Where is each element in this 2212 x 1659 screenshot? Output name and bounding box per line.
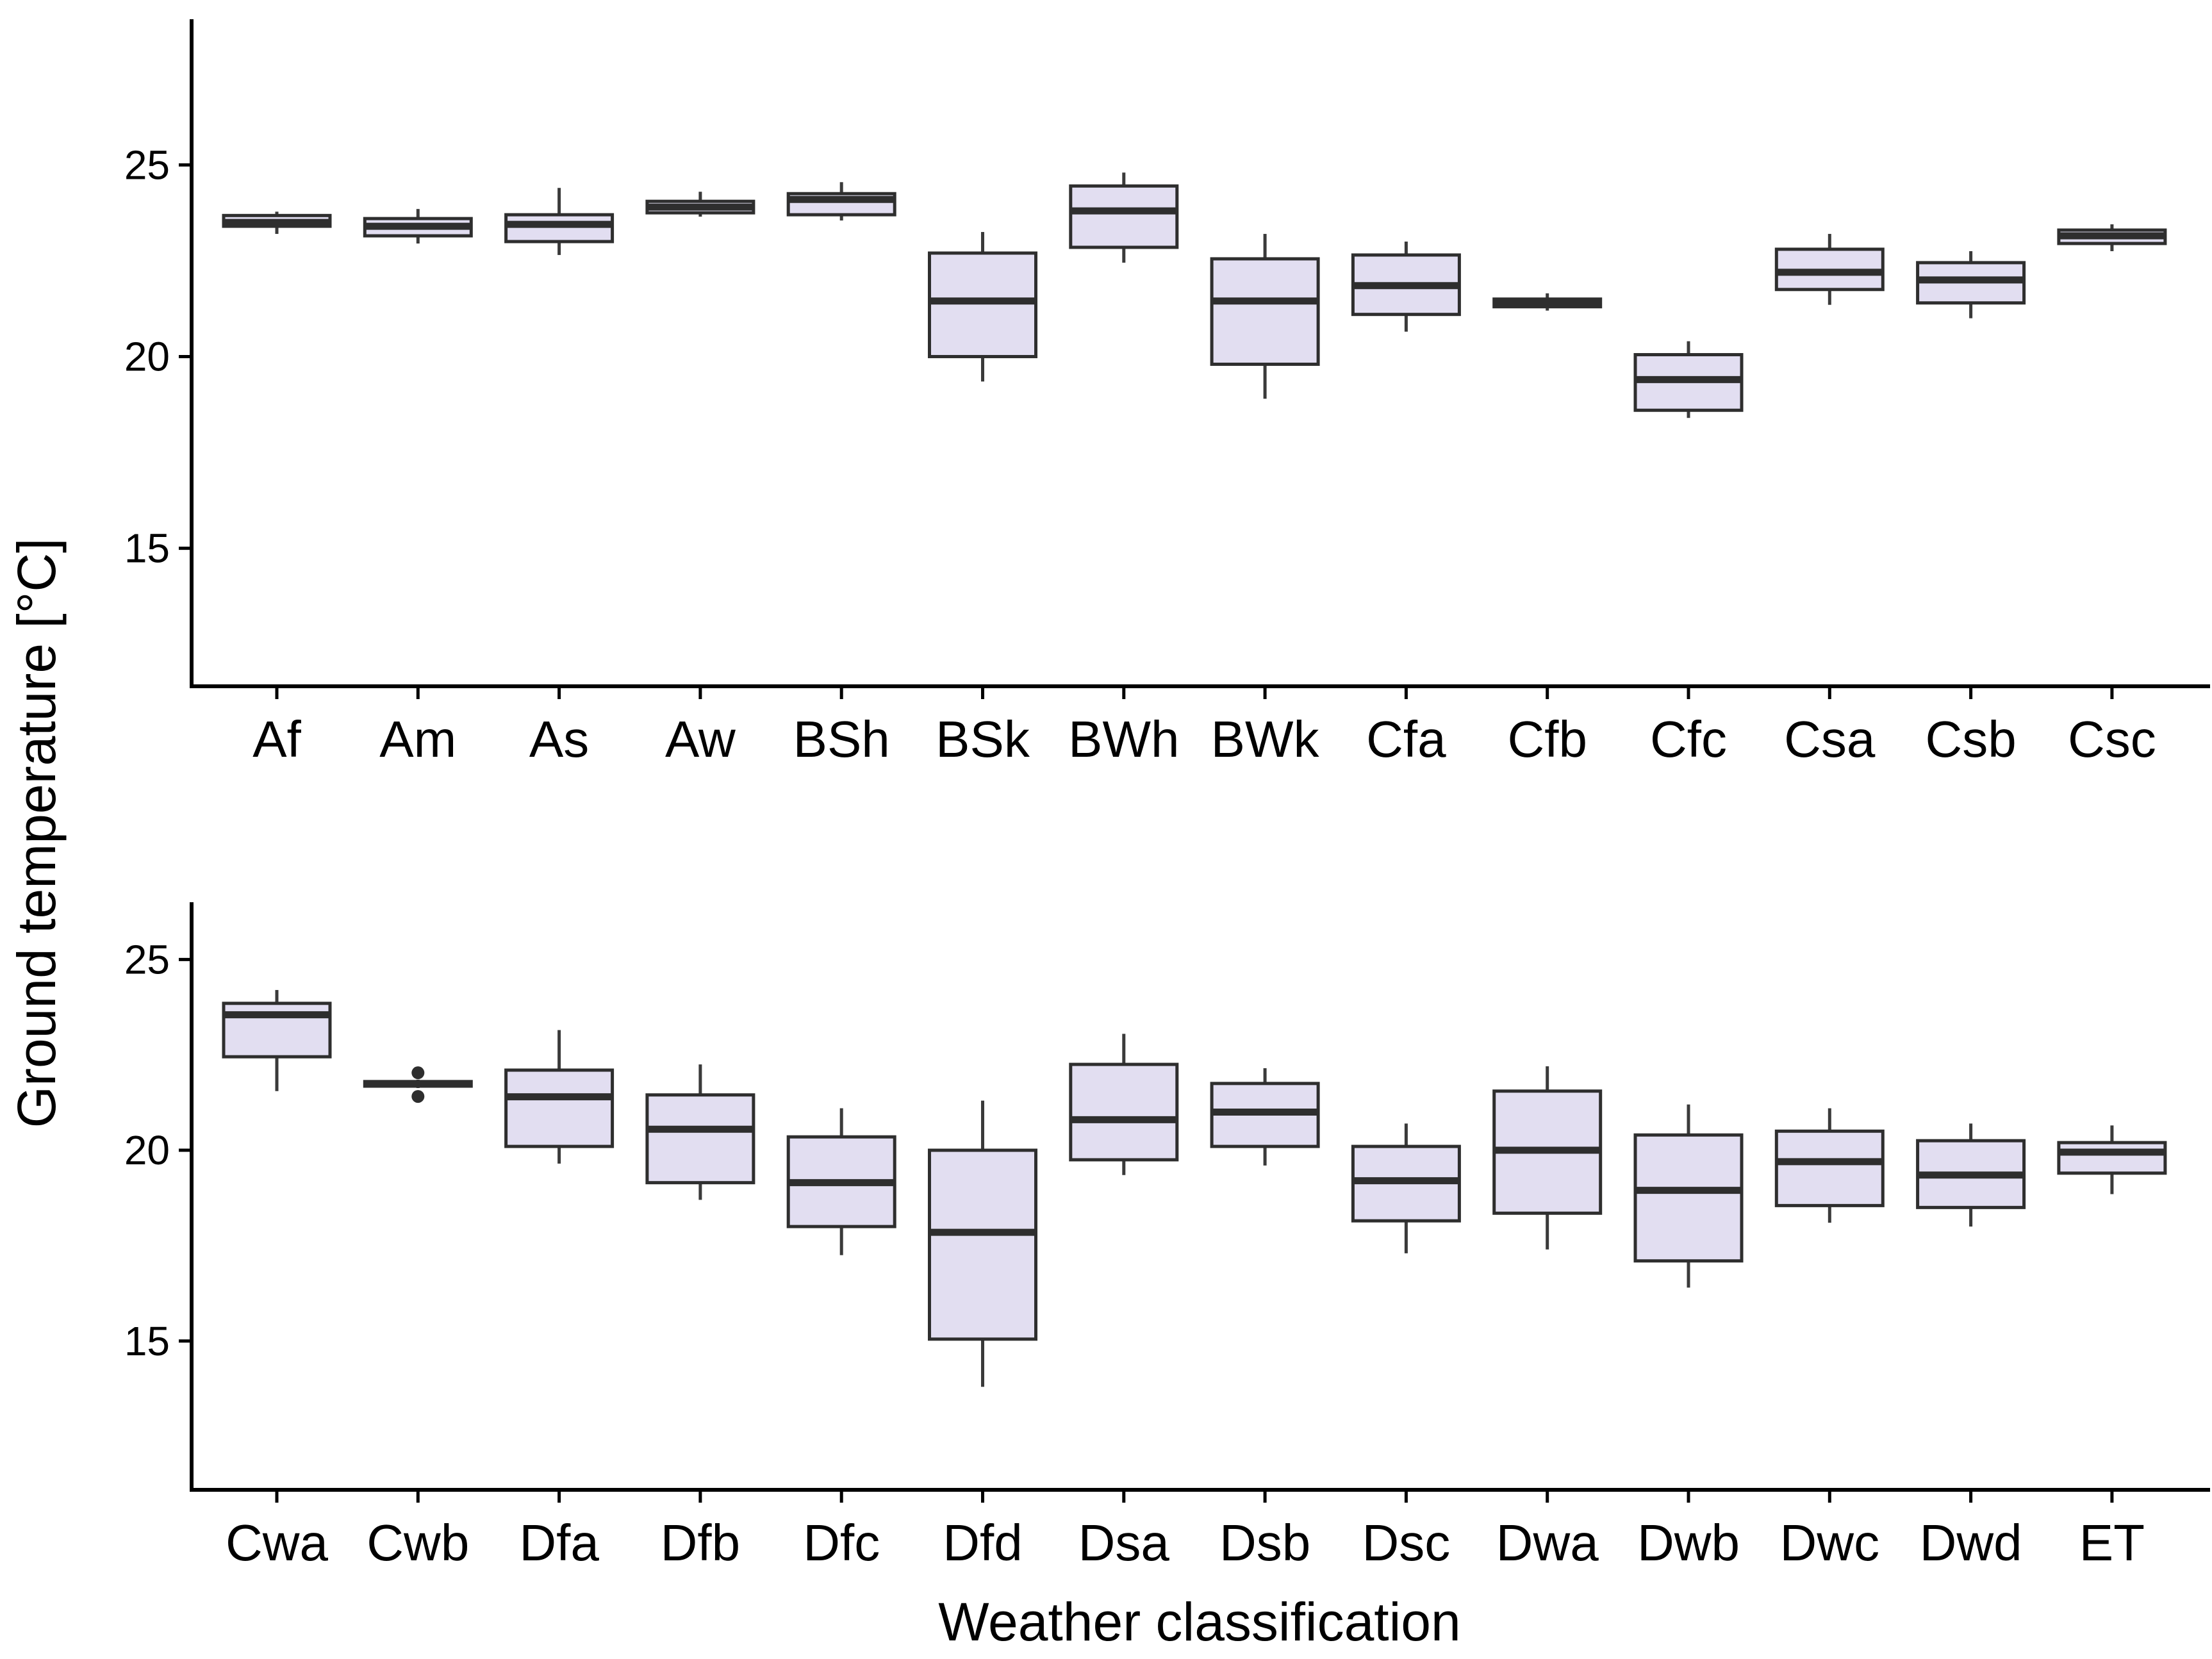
category-label: Dfb [661,1514,741,1571]
boxplot-Dfd [928,1100,1037,1387]
category-label: Csc [2068,711,2156,768]
category-label: Dfc [803,1514,880,1571]
y-tick-label: 25 [124,936,170,982]
category-label: Dwb [1637,1514,1740,1571]
box [928,1148,1037,1341]
category-label: Cfb [1507,711,1587,768]
category-label: BSk [936,711,1030,768]
boxplot-As [504,188,615,255]
category-label: Dsc [1362,1514,1451,1571]
category-label: Dwc [1780,1514,1880,1571]
boxplot-Aw [645,192,755,217]
box [1633,1133,1744,1263]
category-label: Csa [1784,711,1876,768]
boxplot-BWh [1069,172,1179,263]
category-label: As [529,711,589,768]
boxplot-Am [363,209,473,243]
boxplot-Dwc [1774,1108,1885,1223]
y-tick-label: 25 [124,142,170,188]
x-axis-title: Weather classification [938,1592,1460,1652]
box [645,1093,755,1185]
boxplot-Dsa [1069,1034,1179,1175]
boxplot-Dwb [1633,1104,1744,1288]
category-label: Cwa [226,1514,329,1571]
boxplot-Csb [1916,251,2026,318]
boxplot-Dfb [645,1064,755,1200]
box [504,1068,615,1148]
boxplot-Dfa [504,1030,615,1164]
boxplot-Dfc [786,1108,896,1255]
box [1210,257,1320,366]
outlier-point [411,1066,425,1080]
y-tick-label: 15 [124,1318,170,1364]
box [1774,1129,1885,1207]
category-label: Dfd [943,1514,1023,1571]
outlier-point [411,1090,425,1103]
boxplot-Csc [2057,224,2167,251]
category-label: Csb [1925,711,2016,768]
category-label: Dwd [1920,1514,2022,1571]
y-tick-label: 20 [124,333,170,379]
boxplot-Dwa [1492,1066,1603,1250]
boxplot-Dwd [1916,1123,2026,1227]
category-label: Am [379,711,456,768]
boxplot-BSk [928,232,1037,382]
bottom-panel: 25 20 15 Cwa Cwb Dfa Dfb Dfc Dfd Dsa Dsb Dsc Dwa Dwb D… [124,902,2210,1571]
boxplot-BWk [1210,234,1320,399]
box [504,213,615,243]
category-label: ET [2079,1514,2145,1571]
category-label: Dsb [1219,1514,1310,1571]
category-label: Cwb [367,1514,469,1571]
category-label: Aw [665,711,736,768]
boxplot-ET [2057,1125,2167,1194]
category-label: BWh [1068,711,1179,768]
boxplot-Af [222,211,332,235]
category-label: Dfa [519,1514,599,1571]
box [1069,184,1179,249]
y-axis-title: Ground temperature [°C] [6,538,67,1128]
category-label: Cfa [1366,711,1446,768]
boxplot-Dsb [1210,1068,1320,1166]
boxplot-Cwa [222,989,332,1091]
category-label: Cfc [1650,711,1727,768]
boxplot-Cfa [1351,242,1461,332]
category-label: Dwa [1496,1514,1599,1571]
category-label: Af [252,711,301,768]
y-tick-label: 15 [124,525,170,572]
category-label: BSh [793,711,890,768]
boxplot-Cfc [1633,341,1744,418]
boxplot-Cfb [1492,293,1603,311]
box [928,251,1037,358]
boxplot-Csa [1774,234,1885,305]
boxplot-Dsc [1351,1123,1461,1253]
top-panel: 25 20 15 Af Am As Aw BSh BSk BWh BWk Cfa Cfb Cfc Csa Cs… [124,19,2210,768]
y-tick-label: 20 [124,1127,170,1173]
category-label: Dsa [1078,1514,1170,1571]
category-label: BWk [1211,711,1320,768]
boxplot-BSh [786,182,896,221]
boxplot-Cwb [363,1066,473,1103]
box [1069,1062,1179,1162]
box [2057,1141,2167,1175]
